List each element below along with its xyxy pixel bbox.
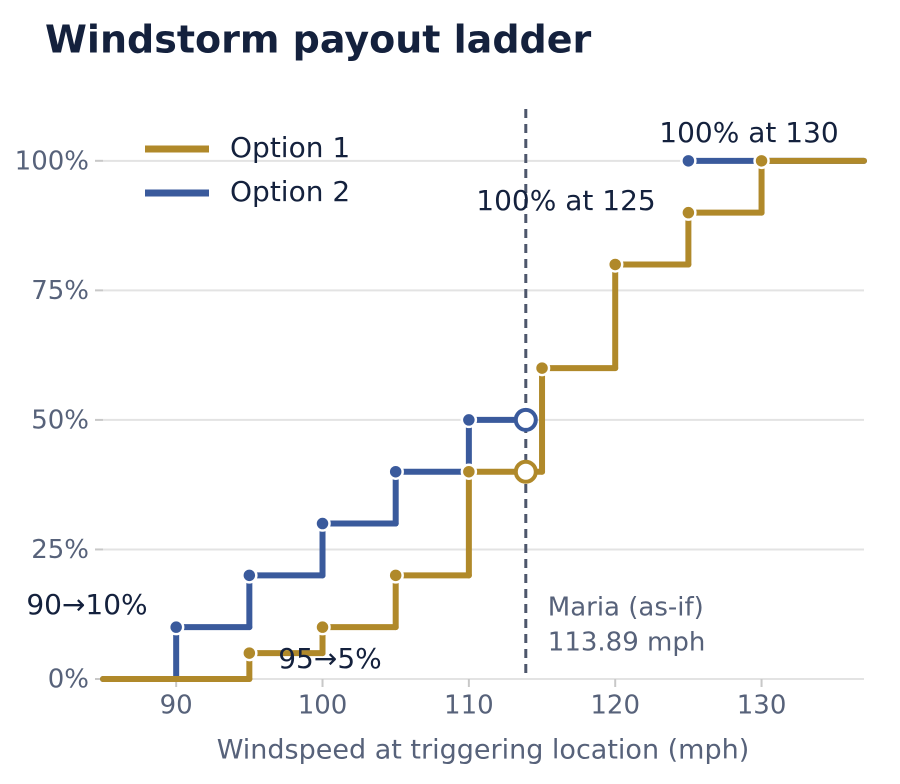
legend-label: Option 2 (230, 175, 350, 208)
y-tick-label: 50% (31, 405, 89, 435)
y-tick-label: 25% (31, 535, 89, 565)
x-axis-label: Windspeed at triggering location (mph) (217, 735, 750, 766)
step-point (680, 204, 697, 221)
y-tick-label: 0% (48, 665, 89, 695)
x-tick-label: 100 (298, 691, 348, 721)
step-point (606, 256, 624, 273)
annotation: 90→10% (26, 588, 147, 621)
trigger-label: Maria (as-if) (548, 593, 704, 623)
trigger-point (513, 407, 538, 432)
x-tick-label: 110 (444, 691, 494, 721)
x-tick-label: 120 (590, 691, 640, 721)
step-point (753, 152, 770, 170)
step-point (387, 463, 404, 480)
step-point (314, 515, 331, 532)
step-point (314, 618, 331, 636)
step-point (241, 644, 258, 662)
annotation: 95→5% (278, 642, 382, 675)
step-point (460, 463, 478, 480)
annotation: 100% at 130 (659, 116, 838, 149)
step-point (460, 411, 478, 429)
trigger-sublabel: 113.89 mph (548, 628, 706, 658)
y-tick-label: 100% (15, 146, 89, 176)
annotation: 100% at 125 (476, 184, 655, 217)
step-point (533, 359, 551, 377)
step-point (241, 567, 258, 584)
step-point (167, 618, 185, 636)
legend-label: Option 1 (230, 131, 350, 164)
chart-title: Windstorm payout ladder (45, 18, 591, 62)
x-tick-label: 90 (160, 691, 193, 721)
trigger-point (513, 459, 538, 484)
step-point (680, 152, 697, 170)
step-point (387, 567, 404, 584)
x-tick-label: 130 (737, 691, 787, 721)
y-tick-label: 75% (31, 276, 89, 306)
